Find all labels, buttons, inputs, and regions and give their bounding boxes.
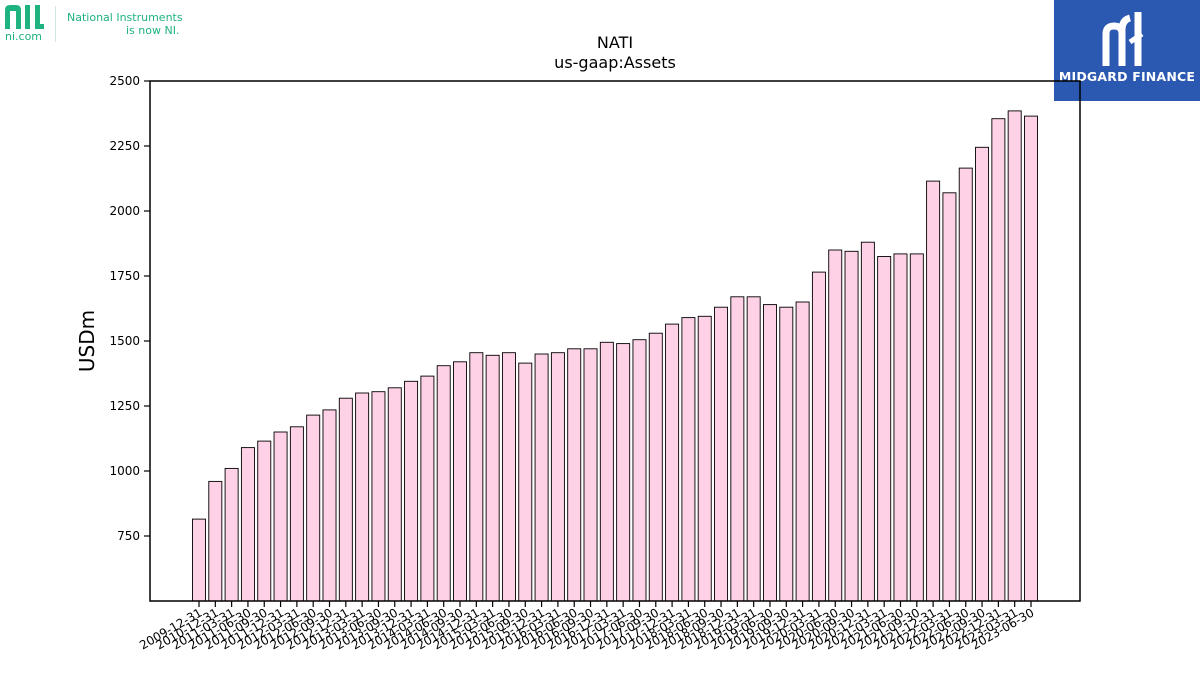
ni-logo-icon — [5, 5, 44, 29]
bar-2013-06-30 — [371, 391, 386, 602]
midgard-logo-icon — [1102, 12, 1144, 66]
bar-2018-09-30 — [714, 306, 729, 602]
bar-2013-09-30 — [387, 387, 402, 602]
bar-2012-03-31 — [289, 426, 304, 602]
midgard-finance-logo: MIDGARD FINANCE — [1054, 0, 1200, 101]
y-tick-label: 1500 — [109, 334, 140, 348]
ni-domain-text: ni.com — [5, 30, 43, 43]
ni-logo: ni.com National Instruments is now NI. — [4, 4, 204, 46]
bar-2014-12-31 — [469, 352, 484, 602]
chart-title: NATI — [597, 33, 633, 52]
bar-2022-03-31 — [942, 192, 957, 602]
bar-2020-09-30 — [844, 250, 859, 602]
bar-2014-06-30 — [436, 365, 451, 602]
bar-2014-09-30 — [453, 361, 467, 602]
bar-2013-12-31 — [404, 380, 419, 602]
bar-2015-03-31 — [485, 354, 500, 602]
bar-2021-09-30 — [909, 253, 924, 602]
bar-2011-06-30 — [240, 447, 255, 602]
bar-2015-09-30 — [518, 362, 533, 602]
y-tick-label: 1750 — [109, 269, 140, 283]
bar-series — [192, 110, 1038, 602]
ni-tagline-line1: National Instruments — [67, 11, 183, 24]
bar-2015-06-30 — [501, 352, 516, 602]
y-tick-label: 2000 — [109, 204, 140, 218]
plot-frame — [149, 80, 1081, 602]
bar-2017-09-30 — [648, 332, 663, 602]
bar-2020-06-30 — [828, 249, 843, 602]
y-tick-label: 1250 — [109, 399, 140, 413]
bar-2013-03-31 — [355, 392, 370, 602]
y-tick-label: 2250 — [109, 139, 140, 153]
bar-2016-12-31 — [599, 341, 614, 602]
ni-tagline-line2: is now NI. — [126, 24, 180, 37]
bar-2011-03-31 — [224, 467, 239, 602]
bar-2022-12-31 — [991, 118, 1006, 602]
bar-2016-03-31 — [550, 352, 565, 602]
bar-2020-12-31 — [860, 241, 875, 602]
bar-2016-06-30 — [567, 348, 582, 602]
bar-2012-09-30 — [322, 409, 337, 602]
bar-2011-09-30 — [257, 440, 272, 602]
bar-2020-03-31 — [811, 271, 826, 602]
bar-2019-03-31 — [746, 296, 761, 602]
bar-2012-06-30 — [306, 414, 321, 602]
bar-2010-12-31 — [208, 480, 223, 602]
bar-2021-06-30 — [893, 253, 908, 602]
y-tick-label: 750 — [117, 529, 140, 543]
bar-2022-06-30 — [958, 167, 973, 602]
y-axis-label: USDm — [75, 310, 99, 372]
bar-2011-12-31 — [273, 431, 288, 602]
bar-2018-12-31 — [730, 296, 745, 602]
midgard-finance-name: MIDGARD FINANCE — [1058, 69, 1196, 84]
bar-2023-03-31 — [1007, 110, 1022, 602]
bar-2014-03-31 — [420, 375, 435, 602]
bar-2019-12-31 — [795, 301, 810, 602]
bar-2017-12-31 — [665, 323, 680, 602]
y-tick-label: 1000 — [109, 464, 140, 478]
bar-2018-06-30 — [697, 315, 712, 602]
bar-2019-06-30 — [763, 304, 777, 602]
bar-2017-03-31 — [616, 343, 631, 602]
y-axis-ticks: 750 1000 1250 1500 1750 2000 2250 2500 — [109, 74, 150, 543]
bar-2016-09-30 — [583, 348, 598, 602]
x-axis-ticks: 2009-12-312010-12-312011-03-312011-06-30… — [137, 601, 1037, 652]
bar-2015-12-31 — [534, 353, 549, 602]
chart-subtitle: us-gaap:Assets — [554, 53, 676, 72]
bar-2012-12-31 — [338, 397, 353, 602]
bar-2018-03-31 — [681, 317, 696, 602]
bar-2022-09-30 — [975, 146, 990, 602]
bar-2021-03-31 — [877, 256, 892, 602]
bar-2017-06-30 — [632, 339, 647, 602]
bar-2023-06-30 — [1024, 115, 1038, 602]
bar-2009-12-31 — [192, 518, 206, 602]
bar-2019-09-30 — [779, 306, 794, 602]
y-tick-label: 2500 — [109, 74, 140, 88]
logo-divider — [55, 6, 56, 42]
bar-2021-12-31 — [926, 180, 941, 602]
